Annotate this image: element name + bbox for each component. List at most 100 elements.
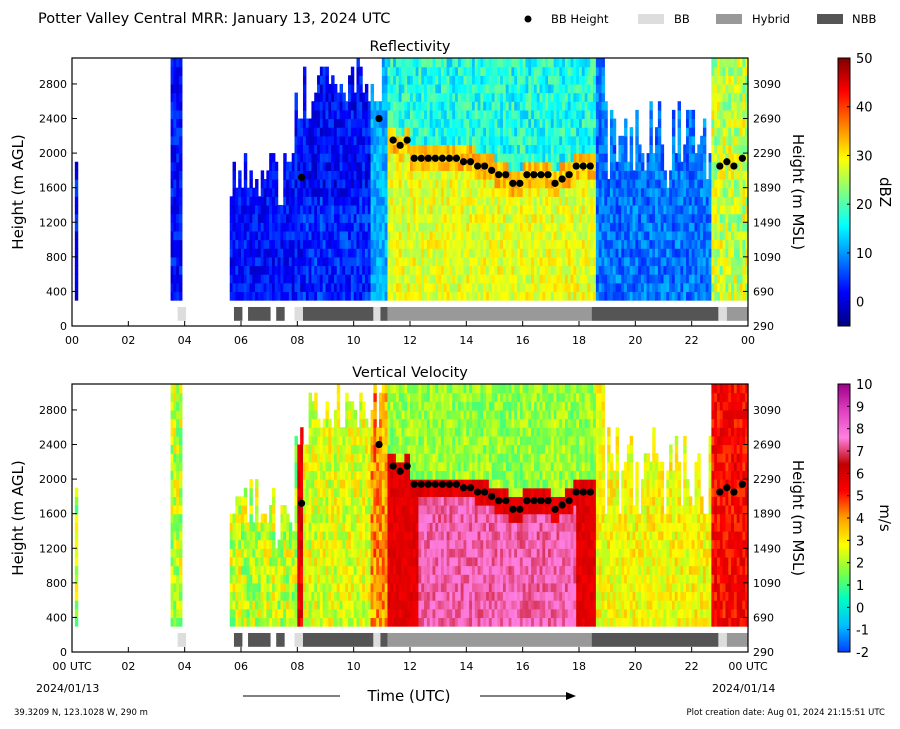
heatmap-cell — [244, 153, 247, 162]
heatmap-cell — [179, 188, 182, 197]
heatmap-cell — [179, 453, 182, 462]
heatmap-cell — [649, 136, 652, 145]
heatmap-cell — [672, 144, 675, 153]
heatmap-cell — [641, 162, 644, 171]
heatmap-cell — [179, 93, 182, 102]
heatmap-cell — [703, 136, 706, 145]
heatmap-cell — [613, 153, 616, 162]
heatmap-cell — [303, 75, 306, 84]
heatmap-cell — [275, 196, 278, 205]
y-right-tick-label: 1090 — [753, 251, 781, 264]
heatmap-cell — [303, 84, 306, 93]
y-tick-label: 1200 — [39, 216, 67, 229]
heatmap-cell — [179, 617, 182, 626]
heatmap-cell — [272, 531, 275, 540]
heatmap-cell — [351, 67, 354, 76]
heatmap-cell — [179, 75, 182, 84]
classification-segment-nbb — [248, 307, 271, 321]
heatmap-cell — [604, 153, 607, 162]
heatmap-cell — [604, 101, 607, 110]
heatmap-cell — [75, 265, 78, 274]
heatmap-cell — [233, 162, 236, 171]
bb-height-point — [390, 137, 397, 144]
heatmap-cell — [295, 110, 298, 119]
colorbar — [838, 58, 850, 326]
heatmap-cell — [179, 84, 182, 93]
heatmap-cell — [371, 93, 374, 102]
bb-height-point — [495, 171, 502, 178]
vertical-velocity-panel: Vertical Velocity04008001200160020002400… — [9, 365, 894, 673]
bb-height-point — [566, 171, 573, 178]
heatmap-cell — [295, 101, 298, 110]
heatmap-cell — [275, 179, 278, 188]
heatmap-cell — [255, 505, 258, 514]
heatmap-cell — [295, 93, 298, 102]
heatmap-cell — [75, 188, 78, 197]
heatmap-cell — [272, 522, 275, 531]
legend-bb-height-label: BB Height — [551, 12, 609, 26]
heatmap-cell — [261, 170, 264, 179]
heatmap-cell — [630, 136, 633, 145]
heatmap-cell — [75, 240, 78, 249]
heatmap-cell — [249, 170, 252, 179]
heatmap-cell — [75, 488, 78, 497]
heatmap-cell — [179, 214, 182, 223]
heatmap-cell — [678, 153, 681, 162]
heatmap-cell — [244, 162, 247, 171]
colorbar-label: dBZ — [876, 177, 894, 207]
legend-hybrid-label: Hybrid — [752, 12, 790, 26]
heatmap-cell — [179, 566, 182, 575]
heatmap-cell — [365, 84, 368, 93]
heatmap-cell — [658, 119, 661, 128]
x-tick-label: 20 — [628, 334, 642, 347]
bb-height-point — [439, 155, 446, 162]
heatmap-cell — [692, 127, 695, 136]
heatmap-cell — [635, 119, 638, 128]
heatmap-cell — [179, 265, 182, 274]
classification-segment-bb — [295, 307, 303, 321]
heatmap-cell — [602, 93, 605, 102]
heatmap-cell — [661, 162, 664, 171]
heatmap-cell — [649, 119, 652, 128]
classification-segment-hybrid — [727, 307, 748, 321]
heatmap-cell — [179, 291, 182, 300]
y-right-tick-label: 2290 — [753, 147, 781, 160]
heatmap-cell — [630, 144, 633, 153]
heatmap-cell — [179, 283, 182, 292]
heatmap-cell — [664, 170, 667, 179]
bb-height-point — [425, 155, 432, 162]
heatmap-cell — [624, 153, 627, 162]
heatmap-cell — [249, 496, 252, 505]
heatmap-cell — [179, 101, 182, 110]
heatmap-cell — [672, 119, 675, 128]
heatmap-cell — [649, 127, 652, 136]
heatmap-cell — [179, 445, 182, 454]
heatmap-cell — [249, 479, 252, 488]
heatmap-cell — [75, 540, 78, 549]
heatmap-cell — [624, 119, 627, 128]
y-right-tick-label: 1490 — [753, 216, 781, 229]
bb-height-point — [509, 180, 516, 187]
bb-height-point — [537, 171, 544, 178]
heatmap-cell — [179, 248, 182, 257]
heatmap-cell — [371, 84, 374, 93]
heatmap-cell — [249, 179, 252, 188]
x-tick-label: 22 — [685, 334, 699, 347]
x-tick-label: 00 — [65, 334, 79, 347]
heatmap-cell — [359, 67, 362, 76]
classification-segment-nbb — [380, 307, 387, 321]
heatmap-cell — [179, 222, 182, 231]
heatmap-cell — [672, 127, 675, 136]
heatmap-cell — [244, 496, 247, 505]
heatmap-cell — [334, 84, 337, 93]
heatmap-cell — [365, 93, 368, 102]
heatmap-cell — [602, 58, 605, 67]
heatmap-cell — [75, 600, 78, 609]
heatmap-cell — [75, 205, 78, 214]
heatmap-cell — [703, 127, 706, 136]
heatmap-cell — [179, 144, 182, 153]
bb-height-point — [418, 155, 425, 162]
heatmap-cell — [75, 291, 78, 300]
legend-bb-swatch — [638, 14, 664, 24]
classification-segment-bb — [178, 307, 186, 321]
